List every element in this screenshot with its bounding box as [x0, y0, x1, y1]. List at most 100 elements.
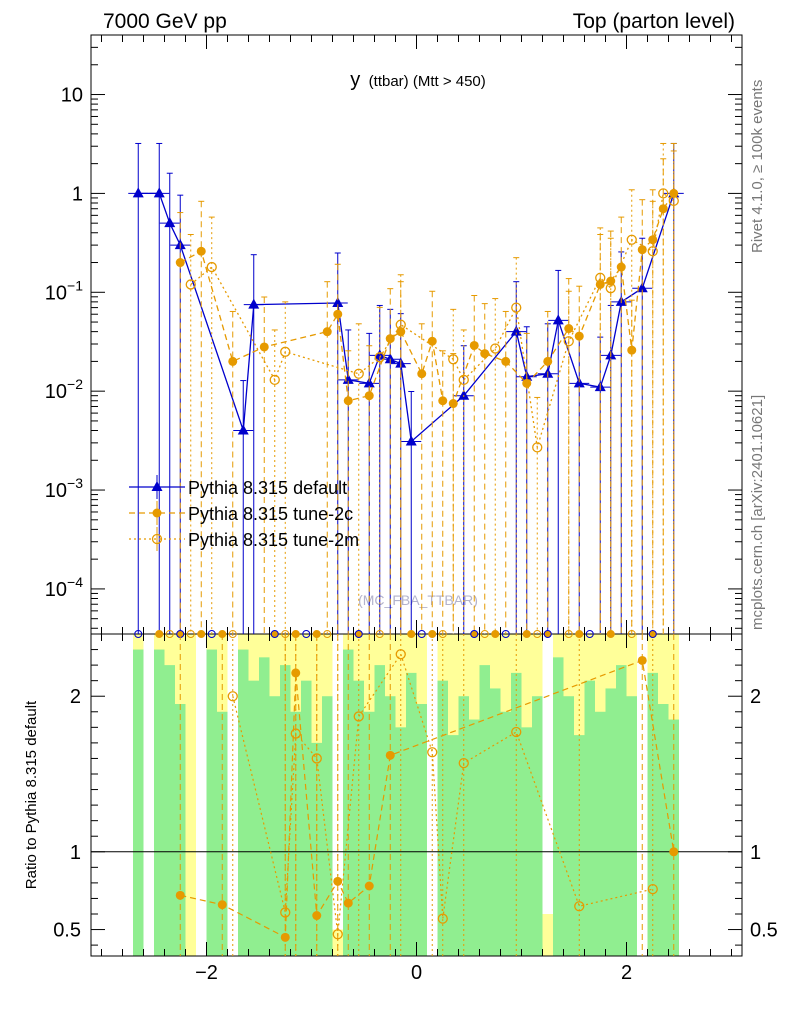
watermark: (MC_FBA_TTBAR) — [358, 592, 478, 608]
green-band — [626, 696, 637, 956]
green-band — [605, 688, 616, 956]
data-point — [405, 435, 417, 446]
data-point — [626, 234, 637, 245]
green-band — [479, 665, 490, 956]
data-point — [332, 296, 344, 307]
green-band — [500, 711, 511, 956]
clipped-point — [522, 630, 531, 638]
ratio-y-tick-label: 1 — [70, 842, 81, 864]
clipped-point — [134, 630, 143, 638]
green-band — [469, 719, 480, 956]
green-band — [563, 696, 574, 956]
green-band — [448, 735, 459, 956]
green-band — [164, 665, 175, 956]
green-band — [206, 649, 217, 956]
legend-marker — [152, 508, 162, 518]
data-point — [480, 349, 490, 359]
data-point — [490, 343, 501, 354]
ratio-y-tick-label: 2 — [70, 686, 81, 708]
green-band — [437, 680, 448, 956]
ratio-point — [333, 876, 343, 886]
data-point — [417, 369, 427, 379]
series-tune-2c — [175, 142, 679, 634]
legend-label: Pythia 8.315 tune-2m — [188, 530, 359, 550]
x-tick-label: 0 — [411, 962, 422, 984]
data-point — [164, 217, 176, 228]
y-tick-label: 10 — [61, 85, 83, 107]
legend-item: Pythia 8.315 tune-2m — [129, 527, 359, 551]
ratio-point — [574, 901, 585, 912]
green-band — [364, 711, 375, 956]
ratio-point — [511, 726, 522, 738]
ratio-point — [395, 649, 406, 660]
green-band — [490, 688, 501, 956]
data-point — [563, 336, 574, 347]
clipped-point — [165, 630, 174, 638]
legend-item: Pythia 8.315 default — [129, 475, 347, 499]
data-point — [237, 424, 249, 435]
green-band — [595, 711, 606, 956]
clipped-point — [585, 630, 594, 638]
clipped-point — [543, 630, 552, 638]
clipped-point — [438, 630, 447, 638]
data-point — [395, 319, 406, 330]
plot-title: y (ttbar) (Mtt > 450) — [350, 69, 486, 91]
data-point — [343, 396, 353, 406]
ratio-panel-axes: 0.5 0.5 1 1 2 2 −2 0 2 — [53, 633, 778, 984]
green-band — [521, 727, 532, 956]
data-point — [363, 377, 375, 388]
data-point — [564, 324, 574, 334]
data-point — [636, 282, 648, 293]
data-point — [648, 235, 658, 245]
data-point — [322, 327, 332, 337]
green-band — [343, 649, 354, 956]
data-point — [175, 258, 185, 268]
ratio-ylabel: Ratio to Pythia 8.315 default — [23, 700, 40, 889]
y-tick-label: 10−4 — [45, 574, 83, 601]
data-point — [573, 377, 585, 388]
x-tick-label: 2 — [621, 962, 632, 984]
green-band — [301, 680, 312, 956]
clipped-point — [270, 630, 279, 638]
green-band — [353, 680, 364, 956]
data-point — [458, 374, 469, 386]
ratio-point — [290, 728, 301, 739]
data-point — [228, 356, 238, 366]
data-point — [543, 356, 553, 366]
header-right: Top (parton level) — [573, 10, 735, 33]
ratio-point — [280, 932, 290, 942]
clipped-point — [302, 630, 311, 638]
data-point — [248, 298, 260, 309]
header-left: 7000 GeV pp — [103, 10, 227, 33]
ratio-point — [227, 691, 238, 702]
ratio-point — [437, 913, 448, 924]
yellow-band — [542, 914, 553, 956]
data-point — [374, 349, 386, 360]
ratio-point — [647, 883, 658, 895]
green-band — [658, 704, 669, 956]
data-point — [552, 314, 564, 325]
y-tick-label: 10−1 — [45, 277, 83, 304]
clipped-point — [470, 630, 479, 638]
data-point — [522, 378, 532, 388]
clipped-point — [627, 630, 636, 638]
data-point — [510, 325, 522, 336]
legend-label: Pythia 8.315 default — [188, 478, 347, 498]
data-point — [595, 272, 606, 283]
green-band — [553, 657, 564, 956]
clipped-point — [323, 630, 332, 638]
clipped-point — [417, 630, 426, 638]
ratio-point — [364, 881, 374, 891]
clipped-point — [155, 630, 164, 638]
green-band — [374, 665, 385, 956]
green-band — [238, 649, 249, 956]
data-point — [574, 331, 584, 341]
green-band — [154, 649, 165, 956]
ratio-point — [311, 753, 322, 764]
green-band — [584, 680, 595, 956]
data-point — [448, 399, 458, 409]
green-band — [616, 665, 627, 956]
green-band — [248, 680, 259, 956]
x-tick-label: −2 — [195, 962, 218, 984]
